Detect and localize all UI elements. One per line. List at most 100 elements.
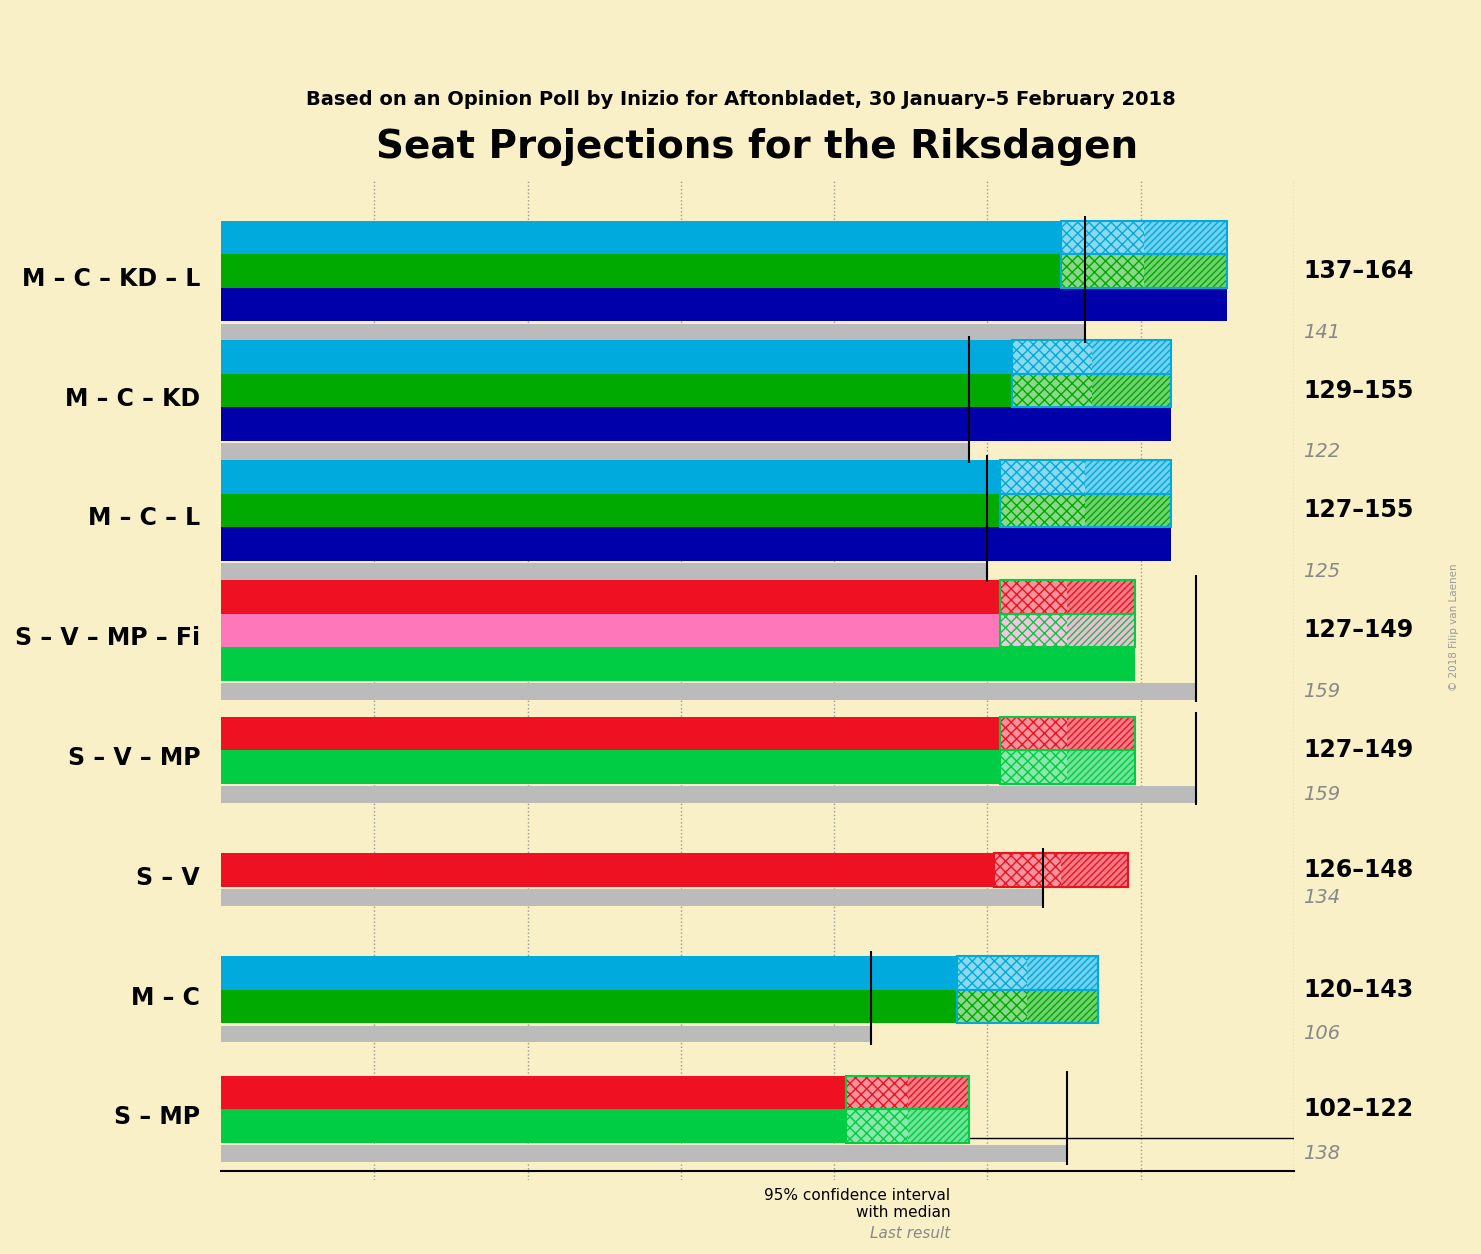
Text: 95% confidence interval
with median: 95% confidence interval with median [764, 1188, 951, 1220]
Bar [908, 1110, 969, 1142]
Bar [221, 340, 1171, 374]
Bar [1060, 221, 1143, 255]
Text: Based on an Opinion Poll by Inizio for Aftonbladet, 30 January–5 February 2018: Based on an Opinion Poll by Inizio for A… [305, 89, 1176, 109]
Text: 126–148: 126–148 [1303, 858, 1413, 882]
Bar [1012, 374, 1171, 408]
Text: © 2018 Filip van Laenen: © 2018 Filip van Laenen [1450, 563, 1459, 691]
Bar [1060, 853, 1129, 887]
Title: Seat Projections for the Riksdagen: Seat Projections for the Riksdagen [376, 128, 1139, 166]
Bar [1000, 716, 1068, 750]
Text: 125: 125 [1303, 562, 1340, 581]
Text: 159: 159 [1303, 785, 1340, 804]
Bar [994, 853, 1060, 887]
Bar [1091, 340, 1171, 374]
Bar [957, 956, 1028, 989]
Text: 141: 141 [1303, 322, 1340, 341]
Bar [957, 1225, 1140, 1241]
Bar [221, 613, 1134, 647]
Bar [1000, 750, 1068, 784]
Bar [1143, 221, 1226, 255]
Bar [1086, 460, 1171, 494]
Bar [957, 989, 1028, 1023]
Text: 137–164: 137–164 [1303, 258, 1413, 283]
Bar [1000, 750, 1134, 784]
Bar [1049, 1189, 1140, 1219]
Text: 120–143: 120–143 [1303, 978, 1413, 1002]
Bar [1000, 613, 1068, 647]
Bar [1068, 581, 1134, 613]
Bar [957, 1189, 1049, 1219]
Bar [1060, 255, 1143, 287]
Bar [1000, 750, 1068, 784]
Text: 159: 159 [1303, 682, 1340, 701]
Bar [957, 1189, 1049, 1219]
Bar [994, 853, 1129, 887]
Bar [1000, 581, 1068, 613]
Bar [908, 1110, 969, 1142]
Bar [1000, 716, 1134, 750]
Bar [221, 563, 988, 581]
Bar [221, 889, 1043, 905]
Bar [1028, 956, 1097, 989]
Bar [1060, 255, 1143, 287]
Bar [908, 1076, 969, 1110]
Bar [221, 444, 969, 460]
Bar [221, 853, 1129, 887]
Bar [1012, 374, 1091, 408]
Bar [1000, 581, 1068, 613]
Bar [1060, 221, 1143, 255]
Bar [1060, 853, 1129, 887]
Bar [1049, 1189, 1140, 1219]
Bar [1091, 340, 1171, 374]
Text: 127–155: 127–155 [1303, 499, 1413, 523]
Bar [846, 1110, 908, 1142]
Bar [957, 956, 1097, 989]
Bar [846, 1076, 908, 1110]
Bar [221, 255, 1226, 287]
Bar [1000, 494, 1086, 527]
Bar [1068, 750, 1134, 784]
Bar [221, 989, 1097, 1023]
Text: 138: 138 [1303, 1144, 1340, 1164]
Bar [846, 1110, 908, 1142]
Bar [1012, 374, 1091, 408]
Bar [1086, 494, 1171, 527]
Bar [221, 716, 1134, 750]
Bar [221, 287, 1226, 321]
Bar [221, 324, 1086, 340]
Bar [1068, 581, 1134, 613]
Bar [1000, 716, 1068, 750]
Bar [1068, 716, 1134, 750]
Bar [221, 408, 1171, 441]
Text: 102–122: 102–122 [1303, 1097, 1413, 1121]
Bar [1012, 340, 1171, 374]
Bar [1012, 340, 1091, 374]
Bar [1000, 494, 1171, 527]
Bar [1086, 460, 1171, 494]
Bar [1000, 581, 1134, 613]
Bar [221, 527, 1171, 561]
Bar [1000, 460, 1086, 494]
Bar [1028, 989, 1097, 1023]
Bar [1060, 221, 1226, 255]
Bar [1068, 750, 1134, 784]
Text: Last result: Last result [871, 1226, 951, 1241]
Bar [1143, 255, 1226, 287]
Bar [221, 460, 1171, 494]
Bar [1091, 374, 1171, 408]
Bar [1028, 989, 1097, 1023]
Bar [994, 853, 1060, 887]
Bar [221, 1026, 871, 1042]
Bar [1091, 374, 1171, 408]
Bar [221, 374, 1171, 408]
Text: 129–155: 129–155 [1303, 379, 1413, 403]
Bar [221, 750, 1134, 784]
Text: 127–149: 127–149 [1303, 618, 1413, 642]
Bar [221, 1145, 1068, 1162]
Bar [1143, 221, 1226, 255]
Bar [908, 1076, 969, 1110]
Bar [1000, 460, 1171, 494]
Bar [221, 1076, 969, 1110]
Bar [221, 221, 1226, 255]
Bar [1068, 613, 1134, 647]
